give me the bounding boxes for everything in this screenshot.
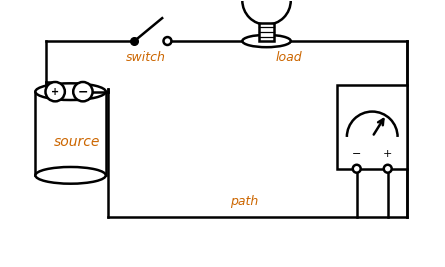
Text: path: path <box>231 195 259 208</box>
Bar <box>337 85 408 169</box>
Circle shape <box>45 82 65 101</box>
Bar <box>259 22 274 41</box>
Circle shape <box>243 0 291 25</box>
Text: −: − <box>352 149 361 159</box>
Text: load: load <box>275 51 302 64</box>
Ellipse shape <box>35 83 106 100</box>
Text: −: − <box>78 85 88 98</box>
Bar <box>35 92 106 175</box>
Circle shape <box>73 82 93 101</box>
Circle shape <box>384 165 392 173</box>
Text: +: + <box>51 87 59 97</box>
Circle shape <box>163 37 171 45</box>
Text: switch: switch <box>125 51 166 64</box>
Ellipse shape <box>35 167 106 184</box>
Ellipse shape <box>243 35 291 47</box>
Text: +: + <box>383 149 392 159</box>
Text: source: source <box>54 135 101 149</box>
Circle shape <box>353 165 361 173</box>
